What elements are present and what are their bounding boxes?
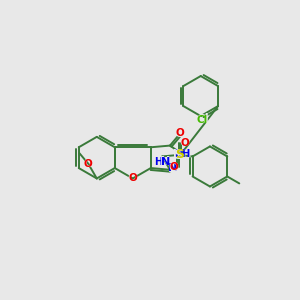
Text: Cl: Cl xyxy=(196,115,208,125)
Text: NH: NH xyxy=(174,148,190,158)
Text: O: O xyxy=(84,159,93,169)
Text: O: O xyxy=(180,138,189,148)
Text: O: O xyxy=(169,161,179,174)
Text: O: O xyxy=(169,162,178,172)
Text: N: N xyxy=(160,155,170,168)
Text: N: N xyxy=(168,162,178,175)
Text: N: N xyxy=(168,163,178,173)
Text: H: H xyxy=(154,157,163,167)
Text: S: S xyxy=(174,148,184,162)
Text: H: H xyxy=(154,157,163,167)
Text: O: O xyxy=(83,157,93,170)
Text: O: O xyxy=(128,172,138,185)
Text: NH: NH xyxy=(173,148,191,158)
Text: O: O xyxy=(128,173,137,184)
Text: O: O xyxy=(175,127,184,140)
Text: O: O xyxy=(179,136,190,149)
Text: N: N xyxy=(161,157,170,167)
Text: Cl: Cl xyxy=(196,113,208,126)
Text: S: S xyxy=(175,148,184,161)
Text: O: O xyxy=(175,128,184,138)
